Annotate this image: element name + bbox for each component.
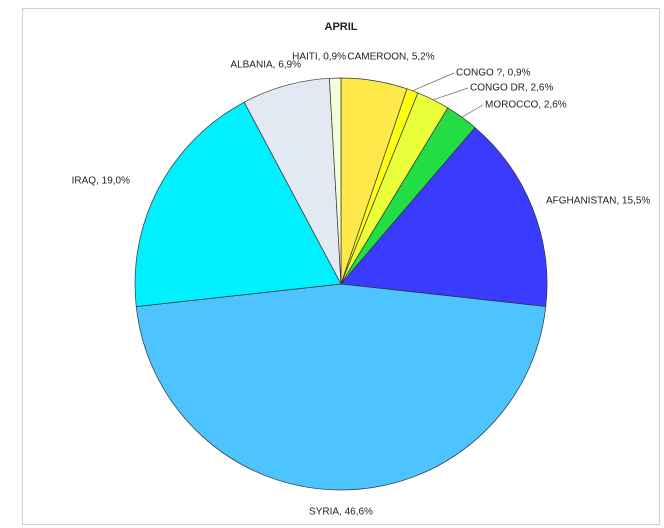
data-label: CONGO ?, 0,9% xyxy=(456,68,531,79)
leader-line xyxy=(461,104,484,118)
data-label: ALBANIA, 6,9% xyxy=(230,60,301,71)
pie-slice xyxy=(135,283,547,491)
chart-title: APRIL xyxy=(325,21,358,33)
leader-line xyxy=(433,87,469,101)
pie-slice xyxy=(134,101,342,307)
data-label: AFGHANISTAN, 15,5% xyxy=(546,196,650,207)
data-label: SYRIA, 46,6% xyxy=(309,507,373,518)
data-label: CONGO DR, 2,6% xyxy=(470,83,553,94)
pie-slice xyxy=(340,127,548,307)
data-label: MOROCCO, 2,6% xyxy=(485,100,567,111)
data-label: CAMEROON, 5,2% xyxy=(347,52,434,63)
pie-slice xyxy=(329,77,342,285)
data-label: IRAQ, 19,0% xyxy=(72,176,130,187)
data-label: HAITI, 0,9% xyxy=(292,52,346,63)
leader-line xyxy=(412,72,455,92)
